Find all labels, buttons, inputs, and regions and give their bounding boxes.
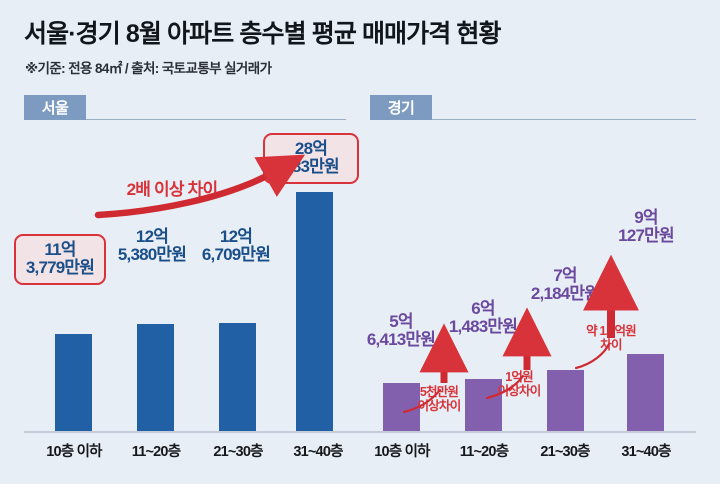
value-label-line2: 1,483만원 (448, 317, 518, 337)
value-label-line2: 6,709만원 (201, 245, 271, 265)
annotation-line2: 이상차이 (417, 398, 462, 413)
x-label-seoul-3: 31~40층 (293, 444, 343, 460)
section-rule-seoul (86, 119, 346, 120)
bar-gyeonggi-31-40f (627, 354, 664, 431)
bar-seoul-31-40f (296, 192, 333, 431)
value-label-line2: 5,380만원 (117, 245, 187, 265)
section-header-seoul: 서울 (24, 95, 346, 120)
value-label-line2: 3,779만원 (25, 258, 95, 278)
page-subtitle: ※기준: 전용 84㎡ / 출처: 국토교통부 실거래가 (25, 61, 272, 76)
value-label-line1: 7억 (553, 266, 577, 285)
bar-seoul-11-20f (137, 324, 174, 431)
value-label-line1: 12억 (219, 227, 253, 246)
annotation-line2: 이상차이 (497, 383, 542, 398)
bar-gyeonggi-21-30f (547, 370, 584, 431)
x-label-seoul-1: 11~20층 (131, 444, 181, 460)
value-label-line1: 12억 (135, 227, 169, 246)
annotation-gyeonggi-gap-3: 약 1.8억원 차이 (566, 324, 656, 352)
value-label-seoul-10f-below: 11억 3,779만원 (14, 234, 106, 286)
value-label-line2: 127만원 (618, 226, 674, 246)
annotation-line1: 1억원 (505, 370, 533, 384)
value-label-gyeonggi-11-20f: 6억 1,483만원 (431, 299, 535, 337)
annotation-line2: 차이 (600, 337, 622, 352)
bar-seoul-10f-below (55, 334, 92, 431)
value-label-seoul-31-40f: 28억 583만원 (263, 133, 359, 185)
x-label-gyeonggi-1: 11~20층 (459, 444, 509, 460)
x-label-gyeonggi-0: 10층 이하 (374, 444, 430, 460)
annotation-gyeonggi-gap-2: 1억원 이상차이 (482, 370, 556, 398)
annotation-gyeonggi-gap-1: 5천만원 이상차이 (402, 385, 476, 413)
page-title: 서울·경기 8월 아파트 층수별 평균 매매가격 현황 (24, 20, 502, 48)
value-label-seoul-21-30f: 12억 6,709만원 (188, 227, 284, 265)
value-label-gyeonggi-31-40f: 9억 127만원 (594, 208, 698, 246)
annotation-line1: 약 1.8억원 (586, 324, 637, 338)
x-label-gyeonggi-2: 21~30층 (540, 444, 590, 460)
x-label-seoul-2: 21~30층 (213, 444, 263, 460)
value-label-line1: 28억 (294, 139, 328, 158)
value-label-line1: 9억 (634, 208, 658, 227)
chart-baseline (24, 431, 696, 433)
section-tag-seoul: 서울 (24, 95, 86, 120)
annotation-line1: 5천만원 (419, 385, 459, 399)
value-label-line1: 11억 (44, 240, 76, 259)
value-label-line1: 6억 (471, 299, 495, 318)
x-label-seoul-0: 10층 이하 (46, 444, 102, 460)
section-tag-gyeonggi: 경기 (370, 95, 432, 120)
value-label-line2: 583만원 (283, 157, 339, 177)
value-label-gyeonggi-10f-below: 5억 6,413만원 (349, 312, 453, 350)
value-label-line2: 6,413만원 (366, 330, 436, 350)
section-rule-gyeonggi (432, 119, 696, 120)
value-label-line2: 2,184만원 (530, 284, 600, 304)
value-label-seoul-11-20f: 12억 5,380만원 (106, 227, 198, 265)
section-header-gyeonggi: 경기 (370, 95, 696, 120)
x-label-gyeonggi-3: 31~40층 (621, 444, 671, 460)
bar-seoul-21-30f (219, 323, 256, 431)
value-label-gyeonggi-21-30f: 7억 2,184만원 (513, 266, 617, 304)
value-label-line1: 5억 (389, 312, 413, 331)
annotation-seoul-gap: 2배 이상 차이 (126, 180, 219, 199)
